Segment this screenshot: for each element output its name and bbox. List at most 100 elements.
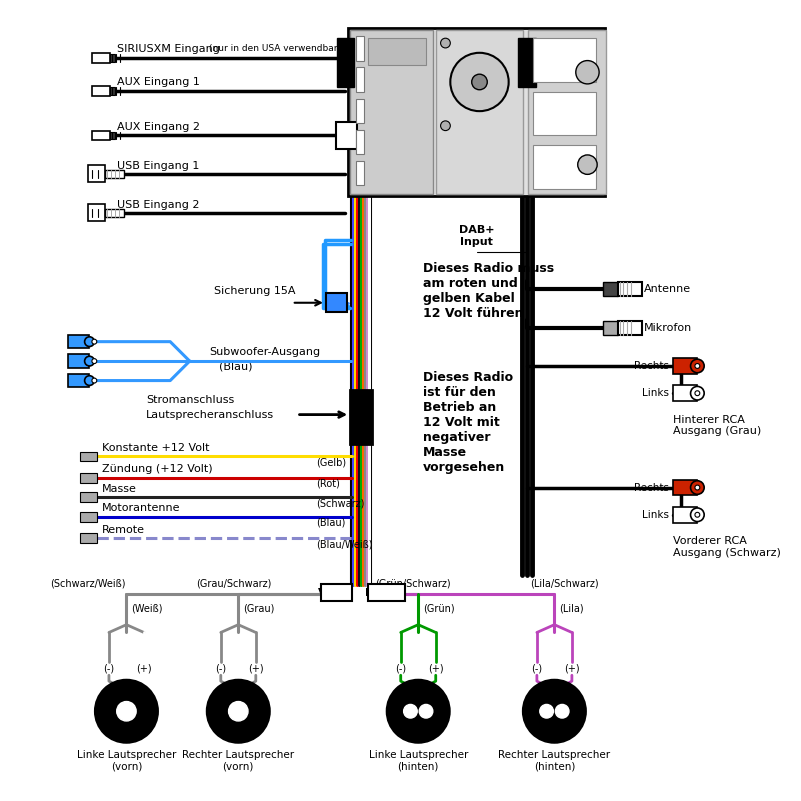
Text: (Weiß): (Weiß) [131, 603, 163, 614]
Bar [673, 358, 698, 374]
Bar [356, 67, 364, 91]
Bar [80, 533, 97, 543]
Bar [326, 293, 347, 312]
Text: SIRIUSXM Eingang: SIRIUSXM Eingang [117, 44, 219, 54]
Bar [618, 282, 642, 296]
Circle shape [450, 53, 509, 111]
Bar [603, 321, 618, 335]
Text: (+): (+) [136, 663, 151, 674]
Bar [105, 171, 124, 179]
Text: Links: Links [642, 388, 669, 398]
Bar [368, 584, 405, 602]
Text: (Grün): (Grün) [423, 603, 455, 614]
Circle shape [117, 702, 136, 721]
Text: Rechts: Rechts [634, 482, 669, 493]
Bar [68, 335, 90, 348]
Text: (Blau): (Blau) [219, 361, 252, 371]
Bar [356, 161, 364, 185]
Bar [321, 584, 352, 602]
Bar [80, 452, 97, 461]
Bar [110, 131, 115, 139]
Bar [80, 512, 97, 521]
Bar [68, 354, 90, 368]
Text: AUX Eingang 1: AUX Eingang 1 [117, 77, 199, 87]
Circle shape [85, 356, 95, 366]
Circle shape [555, 704, 569, 718]
Text: (Gelb): (Gelb) [316, 457, 346, 468]
Circle shape [85, 376, 95, 385]
Text: Links: Links [642, 509, 669, 520]
Circle shape [92, 378, 97, 383]
Bar [533, 91, 596, 135]
Circle shape [92, 359, 97, 364]
Circle shape [540, 704, 553, 718]
Circle shape [690, 508, 704, 521]
Circle shape [690, 386, 704, 400]
Bar [80, 493, 97, 502]
Text: (Schwarz/Weiß): (Schwarz/Weiß) [50, 578, 125, 588]
Text: (+): (+) [248, 663, 264, 674]
Circle shape [85, 336, 95, 347]
Text: DAB+
Input: DAB+ Input [459, 225, 494, 247]
Circle shape [207, 680, 269, 743]
Text: Remote: Remote [102, 525, 145, 534]
Bar [80, 473, 97, 483]
Text: (Grün/Schwarz): (Grün/Schwarz) [376, 578, 451, 588]
Bar [368, 38, 426, 66]
Bar [68, 374, 90, 388]
Circle shape [387, 680, 449, 743]
Circle shape [95, 680, 158, 743]
Bar [436, 30, 523, 194]
Circle shape [472, 74, 487, 90]
Text: Antenne: Antenne [644, 284, 691, 294]
Text: (-): (-) [531, 663, 542, 674]
Text: (nur in den USA verwendbar): (nur in den USA verwendbar) [209, 44, 341, 53]
Bar [350, 30, 433, 194]
Bar [673, 480, 698, 495]
Circle shape [695, 364, 700, 368]
Bar [348, 29, 605, 195]
Circle shape [228, 702, 248, 721]
Text: (Blau): (Blau) [316, 517, 345, 528]
Circle shape [92, 340, 97, 344]
Text: AUX Eingang 2: AUX Eingang 2 [117, 122, 199, 132]
Bar [356, 99, 364, 123]
Bar [673, 385, 698, 401]
Text: Rechts: Rechts [634, 361, 669, 371]
Bar [356, 130, 364, 154]
Text: (Schwarz): (Schwarz) [316, 498, 364, 509]
Bar [110, 54, 115, 62]
Text: Dieses Radio
ist für den
Betrieb an
12 Volt mit
negativer
Masse
vorgesehen: Dieses Radio ist für den Betrieb an 12 V… [423, 371, 513, 474]
Text: Hinten: Hinten [365, 588, 407, 598]
Circle shape [578, 155, 598, 175]
Circle shape [690, 359, 704, 372]
Bar [356, 36, 364, 61]
Text: Subwoofer-Ausgang: Subwoofer-Ausgang [209, 347, 320, 356]
Text: (+): (+) [428, 663, 444, 674]
Bar [110, 87, 115, 95]
Bar [87, 203, 105, 221]
Bar [87, 165, 105, 182]
Text: (+): (+) [564, 663, 580, 674]
Bar [350, 390, 372, 444]
Text: Dieses Radio muss
am roten und
gelben Kabel
12 Volt führen: Dieses Radio muss am roten und gelben Ka… [423, 262, 554, 320]
Text: Sicherung 15A: Sicherung 15A [214, 286, 296, 296]
Text: (-): (-) [395, 663, 406, 674]
Bar [618, 321, 642, 335]
Bar [603, 282, 618, 296]
Circle shape [695, 391, 700, 396]
Circle shape [523, 680, 586, 743]
Text: USB Eingang 2: USB Eingang 2 [117, 199, 199, 210]
Bar [533, 145, 596, 189]
Circle shape [695, 485, 700, 490]
Circle shape [695, 513, 700, 517]
Circle shape [441, 121, 450, 131]
Bar [92, 131, 110, 140]
Bar [533, 38, 596, 82]
Text: (Lila): (Lila) [559, 603, 584, 614]
Circle shape [404, 704, 417, 718]
Text: Rechter Lautsprecher
(vorn): Rechter Lautsprecher (vorn) [182, 751, 294, 771]
Bar [336, 122, 357, 149]
Text: Linke Lautsprecher
(vorn): Linke Lautsprecher (vorn) [77, 751, 176, 771]
Text: (Rot): (Rot) [316, 479, 340, 489]
